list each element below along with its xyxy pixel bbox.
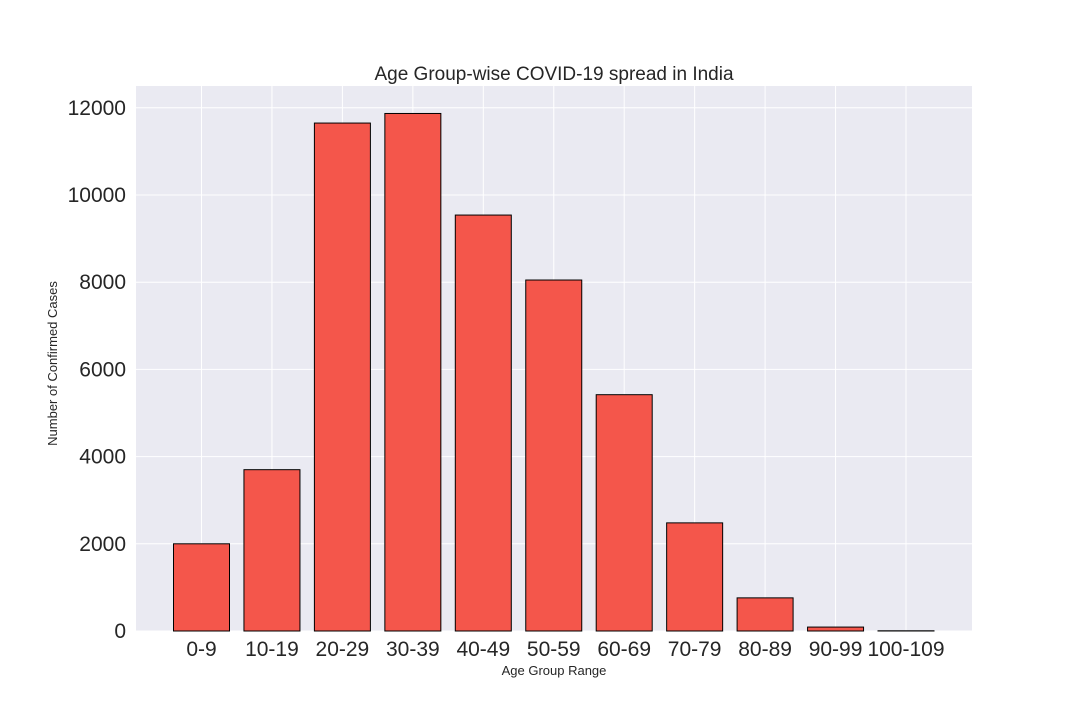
y-axis-label: Number of Confirmed Cases xyxy=(45,281,60,446)
bar-30-39 xyxy=(384,112,442,632)
bar-80-89 xyxy=(736,597,794,632)
x-tick-label: 40-49 xyxy=(456,638,510,661)
y-tick-label: 12000 xyxy=(68,97,126,120)
x-tick-label: 0-9 xyxy=(186,638,216,661)
x-tick-label: 100-109 xyxy=(867,638,944,661)
y-tick-label: 4000 xyxy=(79,446,126,469)
y-tick-label: 2000 xyxy=(79,533,126,556)
y-tick-label: 6000 xyxy=(79,358,126,381)
y-tick-label: 0 xyxy=(114,620,126,643)
chart-title: Age Group-wise COVID-19 spread in India xyxy=(374,64,733,85)
bar-40-49 xyxy=(454,214,512,632)
y-tick-label: 10000 xyxy=(68,184,126,207)
x-tick-label: 10-19 xyxy=(245,638,299,661)
x-tick-label: 20-29 xyxy=(316,638,370,661)
y-tick-label: 8000 xyxy=(79,271,126,294)
x-tick-label: 90-99 xyxy=(809,638,863,661)
x-axis-ticks: 0-9 10-19 20-29 30-39 40-49 50-59 60-69 70-79 80… xyxy=(186,638,944,661)
bar-20-29 xyxy=(313,122,371,632)
x-tick-label: 80-89 xyxy=(738,638,792,661)
y-axis-ticks: 0 2000 4000 6000 8000 10000 12000 xyxy=(68,97,126,643)
x-tick-label: 30-39 xyxy=(386,638,440,661)
x-axis-label: Age Group Range xyxy=(502,663,607,678)
x-tick-label: 70-79 xyxy=(668,638,722,661)
bar-0-9 xyxy=(173,543,230,632)
bar-70-79 xyxy=(666,522,724,632)
x-tick-label: 60-69 xyxy=(597,638,651,661)
bar-10-19 xyxy=(243,469,301,632)
bar-60-69 xyxy=(595,394,653,632)
bar-series xyxy=(173,112,935,632)
bar-90-99 xyxy=(807,626,865,632)
bar-50-59 xyxy=(525,279,583,632)
x-tick-label: 50-59 xyxy=(527,638,581,661)
